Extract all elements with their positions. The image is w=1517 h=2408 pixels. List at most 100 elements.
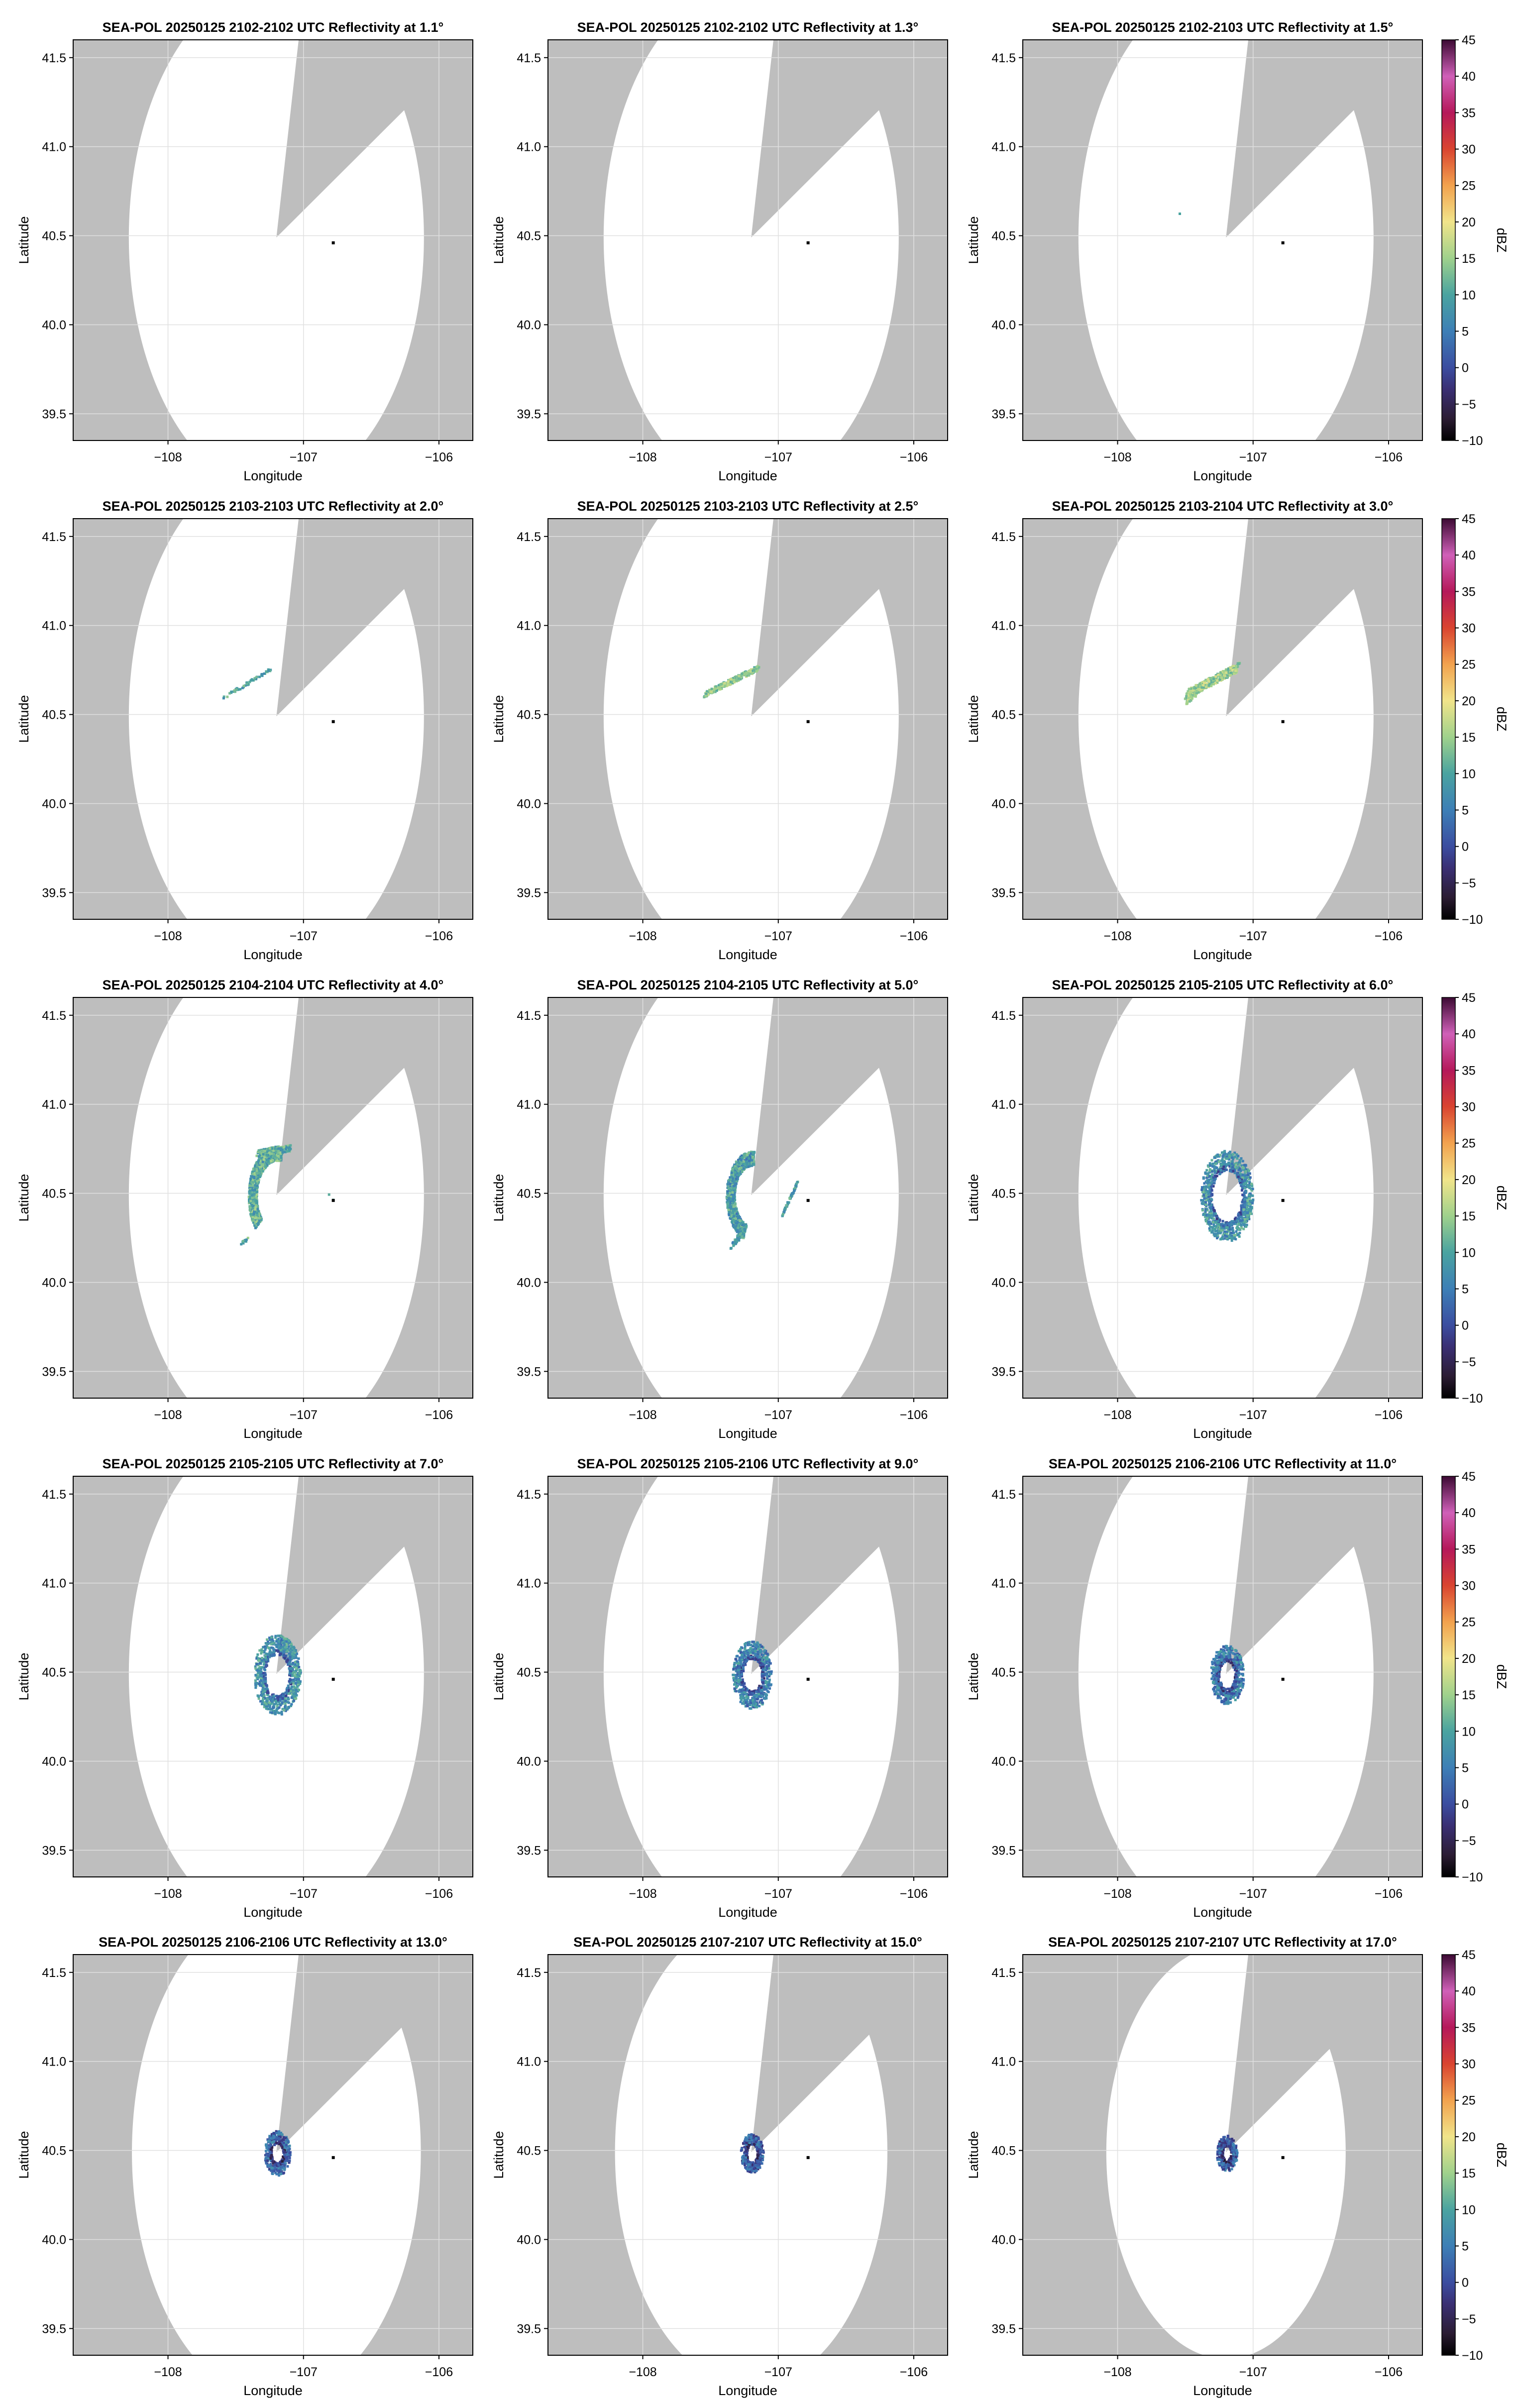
echo-pixel — [1223, 1168, 1226, 1171]
echo-pixel — [731, 1180, 734, 1183]
echo-pixel — [1247, 1203, 1250, 1205]
echo-pixel — [1233, 1217, 1236, 1220]
echo-pixel — [733, 1215, 735, 1218]
echo-pixel — [253, 1188, 256, 1191]
echo-pixel — [248, 1187, 251, 1190]
echo-pixel — [259, 1162, 262, 1165]
echo-pixel — [741, 1235, 744, 1238]
echo-pixel — [290, 1703, 293, 1706]
radar-site-marker — [1281, 1199, 1285, 1202]
echo-pixel — [257, 1671, 260, 1674]
echo-pixel — [248, 680, 251, 683]
y-tick-label: 41.5 — [42, 1009, 66, 1023]
echo-pixel — [785, 1204, 788, 1207]
echo-pixel — [715, 689, 718, 692]
echo-pixel — [261, 1170, 264, 1173]
echo-pixel — [1248, 1194, 1251, 1197]
echo-pixel — [1222, 674, 1225, 677]
echo-pixel — [240, 1243, 243, 1246]
y-tick-label: 40.5 — [991, 708, 1016, 722]
echo-pixel — [277, 1154, 280, 1157]
echo-pixel — [732, 1241, 735, 1244]
echo-pixel — [736, 1176, 739, 1179]
y-tick-label: 40.5 — [42, 708, 66, 722]
echo-pixel — [254, 1683, 257, 1686]
echo-pixel — [1217, 1170, 1220, 1173]
echo-pixel — [742, 1221, 745, 1224]
echo-pixel — [1218, 675, 1221, 678]
y-tick-label: 41.0 — [42, 140, 66, 154]
colorbar-label: dBZ — [1494, 707, 1509, 732]
echo-pixel — [263, 1149, 266, 1152]
echo-pixel — [251, 1194, 254, 1197]
echo-pixel — [1237, 1234, 1240, 1236]
echo-pixel — [1246, 1204, 1249, 1207]
echo-pixel — [249, 1196, 252, 1199]
colorbar-tick-label: −5 — [1462, 876, 1476, 890]
echo-pixel — [259, 1152, 262, 1155]
echo-pixel — [752, 1151, 754, 1154]
echo-pixel — [1245, 1207, 1248, 1210]
echo-pixel — [258, 1212, 261, 1215]
echo-pixel — [262, 1675, 265, 1678]
y-tick-label: 40.0 — [991, 318, 1016, 332]
echo-pixel — [1204, 1215, 1207, 1218]
echo-pixel — [1227, 673, 1230, 675]
echo-pixel — [1248, 1201, 1251, 1204]
echo-pixel — [266, 1638, 269, 1641]
echo-pixel — [732, 1210, 735, 1213]
echo-pixel — [732, 1185, 735, 1188]
echo-pixel — [1210, 1209, 1213, 1212]
echo-pixel — [1244, 1210, 1247, 1213]
colorbar-tick-label: 30 — [1462, 622, 1476, 636]
y-tick-label: 40.5 — [517, 229, 541, 243]
echo-pixel — [265, 1658, 268, 1661]
echo-pixel — [1243, 1206, 1246, 1209]
echo-pixel — [1225, 1163, 1228, 1166]
echo-pixel — [1202, 1177, 1205, 1180]
echo-pixel — [1204, 1208, 1207, 1211]
echo-pixel — [1250, 1194, 1253, 1197]
echo-pixel — [1249, 1176, 1252, 1179]
echo-pixel — [1214, 1166, 1217, 1169]
echo-pixel — [1198, 682, 1201, 685]
echo-pixel — [727, 1208, 730, 1211]
x-tick-label: −108 — [629, 929, 656, 943]
echo-pixel — [1227, 1162, 1230, 1165]
echo-pixel — [1233, 1172, 1236, 1175]
echo-pixel — [1209, 1185, 1212, 1188]
coverage-area — [603, 40, 899, 440]
echo-pixel — [260, 1151, 263, 1154]
echo-pixel — [1237, 1223, 1240, 1226]
echo-pixel — [730, 1171, 733, 1174]
y-tick-label: 40.0 — [991, 797, 1016, 811]
echo-pixel — [1204, 679, 1207, 682]
y-tick-label: 39.5 — [517, 886, 541, 900]
y-tick-label: 40.5 — [991, 229, 1016, 243]
echo-pixel — [1221, 1151, 1223, 1154]
echo-pixel — [254, 1180, 257, 1183]
echo-pixel — [255, 1191, 258, 1194]
echo-pixel — [1212, 677, 1215, 680]
echo-pixel — [733, 681, 736, 684]
echo-pixel — [1247, 1169, 1250, 1172]
echo-pixel — [734, 1213, 737, 1216]
echo-pixel — [1246, 1200, 1249, 1203]
echo-pixel — [253, 1173, 256, 1176]
echo-pixel — [738, 1173, 741, 1176]
echo-pixel — [1226, 674, 1229, 677]
echo-pixel — [1230, 1154, 1233, 1157]
echo-pixel — [1194, 684, 1197, 687]
echo-pixel — [1204, 1210, 1207, 1213]
echo-pixel — [1219, 1169, 1222, 1172]
echo-pixel — [248, 1202, 251, 1204]
echo-pixel — [1242, 1208, 1245, 1211]
echo-pixel — [1238, 1163, 1241, 1166]
echo-pixel — [1212, 1217, 1215, 1220]
echo-pixel — [717, 684, 720, 687]
echo-pixel — [1232, 1231, 1235, 1234]
echo-pixel — [287, 1692, 290, 1695]
echo-pixel — [1221, 1162, 1224, 1165]
colorbar-tick-label: 15 — [1462, 1209, 1476, 1223]
